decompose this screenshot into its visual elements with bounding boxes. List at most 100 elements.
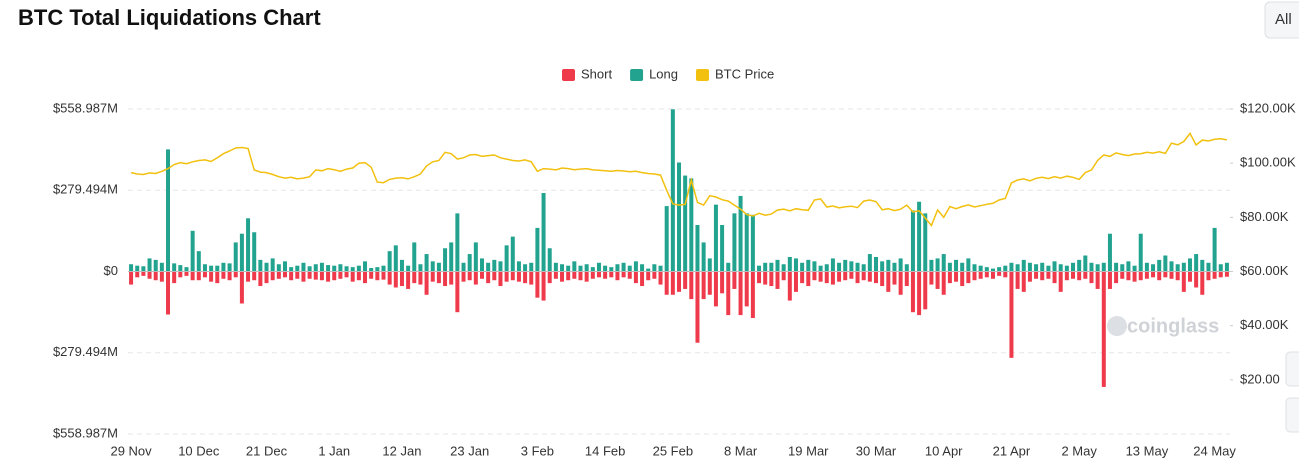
bar — [147, 271, 152, 279]
bar — [744, 271, 749, 307]
bar — [824, 271, 829, 284]
bar — [1151, 271, 1156, 278]
bar — [763, 271, 768, 285]
bar — [566, 271, 571, 281]
y2-tick-label: $20.00 — [1240, 371, 1280, 386]
bar — [1144, 262, 1149, 272]
bar — [227, 271, 232, 281]
bar — [529, 271, 534, 285]
side-button[interactable] — [1285, 351, 1299, 387]
bar — [301, 262, 306, 272]
range-button[interactable]: All — [1275, 11, 1292, 28]
bar — [1114, 262, 1119, 272]
bar — [473, 271, 478, 285]
bar — [566, 265, 571, 272]
bar — [627, 271, 632, 279]
bar — [689, 271, 694, 300]
bar — [356, 271, 361, 281]
bar — [129, 271, 134, 285]
bar — [313, 271, 318, 280]
bar — [781, 271, 786, 281]
x-tick-label: 21 Apr — [993, 443, 1031, 458]
bar — [344, 266, 349, 272]
bar — [990, 271, 995, 279]
bar — [874, 256, 879, 272]
bar — [246, 218, 251, 272]
legend-swatch — [630, 69, 644, 81]
bar — [867, 254, 872, 272]
bar — [369, 271, 374, 279]
bar — [652, 264, 657, 272]
bar — [479, 271, 484, 279]
bar — [172, 271, 177, 284]
bar — [264, 271, 269, 284]
bar — [184, 271, 189, 276]
bar — [898, 271, 903, 295]
bar — [190, 230, 195, 272]
bar — [289, 267, 294, 272]
bar — [258, 259, 263, 272]
bar — [978, 265, 983, 272]
x-tick-label: 24 May — [1193, 443, 1236, 458]
bar — [467, 254, 472, 272]
bar — [1107, 271, 1112, 289]
bar — [252, 232, 257, 272]
bar — [504, 271, 509, 282]
bar — [837, 271, 842, 282]
bar — [381, 265, 386, 272]
bar — [547, 271, 552, 284]
bar — [923, 271, 928, 310]
bar — [775, 259, 780, 272]
bar — [313, 264, 318, 272]
chart-title: BTC Total Liquidations Chart — [18, 5, 321, 30]
bar — [947, 271, 952, 284]
bar — [1218, 271, 1223, 278]
x-tick-label: 13 May — [1126, 443, 1169, 458]
bar — [695, 224, 700, 272]
bar — [1206, 271, 1211, 281]
bar — [332, 265, 337, 272]
bar — [399, 259, 404, 272]
x-tick-label: 3 Feb — [521, 443, 554, 458]
bar — [1009, 262, 1014, 272]
bar — [757, 265, 762, 272]
bar — [984, 271, 989, 278]
bar — [849, 261, 854, 272]
bar — [984, 267, 989, 272]
bar — [1089, 262, 1094, 272]
bar — [535, 271, 540, 298]
bar — [338, 271, 343, 279]
bar — [424, 254, 429, 272]
bar — [1003, 265, 1008, 272]
bar — [295, 271, 300, 279]
bar — [209, 271, 214, 282]
bar — [793, 258, 798, 272]
bar — [972, 264, 977, 272]
bar — [196, 251, 201, 272]
bar — [615, 271, 620, 281]
bar — [510, 236, 515, 272]
y2-tick-label: $40.00K — [1240, 317, 1289, 332]
bar — [338, 264, 343, 272]
bar — [443, 271, 448, 287]
bar — [1077, 271, 1082, 281]
bar — [769, 271, 774, 287]
range-button-box[interactable] — [1264, 1, 1299, 39]
bar — [239, 233, 244, 272]
bar — [584, 271, 589, 282]
bar — [781, 264, 786, 272]
bar — [350, 271, 355, 282]
bar — [529, 262, 534, 272]
bar — [640, 264, 645, 272]
x-tick-label: 14 Feb — [585, 443, 625, 458]
bar — [430, 271, 435, 282]
bar — [997, 267, 1002, 272]
bar — [1151, 264, 1156, 272]
bar — [295, 265, 300, 272]
bar — [504, 245, 509, 272]
bar — [892, 262, 897, 272]
bar — [147, 258, 152, 272]
side-button[interactable] — [1285, 397, 1299, 433]
bar — [1071, 262, 1076, 272]
